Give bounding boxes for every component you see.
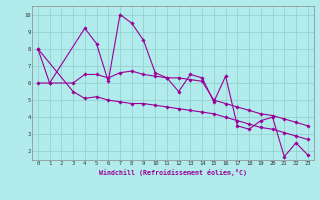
X-axis label: Windchill (Refroidissement éolien,°C): Windchill (Refroidissement éolien,°C) [99,169,247,176]
